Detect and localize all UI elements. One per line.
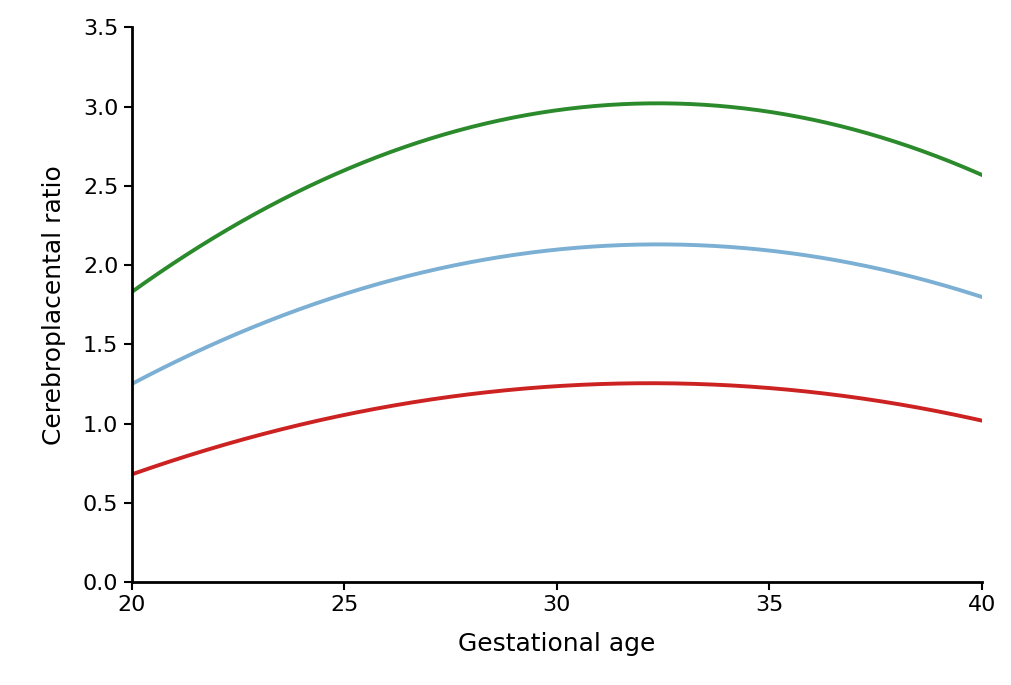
- X-axis label: Gestational age: Gestational age: [457, 632, 655, 656]
- Y-axis label: Cerebroplacental ratio: Cerebroplacental ratio: [42, 165, 66, 445]
